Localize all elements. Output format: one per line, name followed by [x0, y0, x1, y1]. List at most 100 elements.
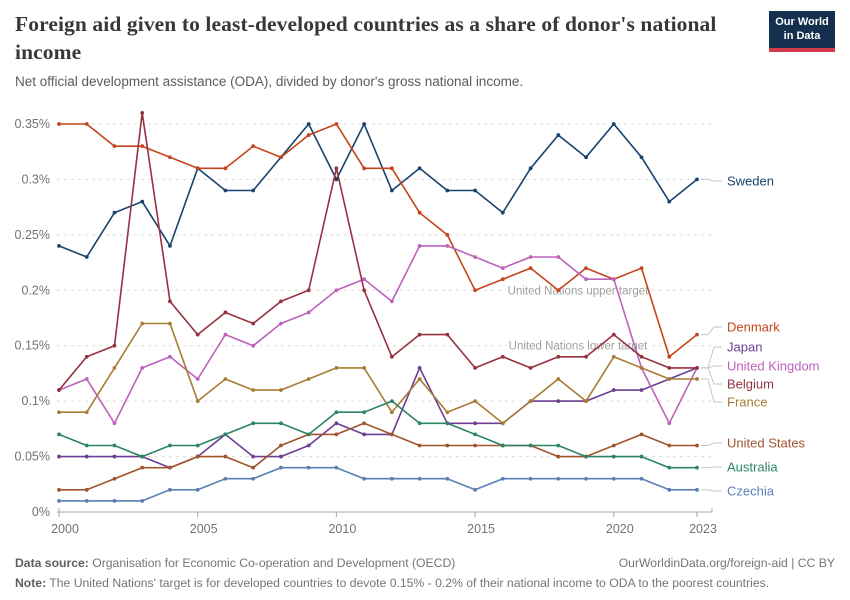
- data-point: [57, 487, 61, 492]
- data-point: [500, 277, 505, 282]
- series-united-states: United States: [57, 421, 806, 492]
- data-point: [584, 155, 588, 160]
- legend-label-belgium[interactable]: Belgium: [727, 377, 774, 392]
- data-point: [168, 443, 172, 448]
- series-line-belgium[interactable]: [58, 112, 698, 391]
- data-point: [584, 399, 588, 404]
- data-point: [445, 244, 450, 248]
- data-point: [251, 476, 256, 481]
- series-line-united-kingdom[interactable]: [58, 245, 698, 425]
- data-point: [168, 465, 172, 470]
- legend-connector: [701, 326, 722, 336]
- series-line-australia[interactable]: [58, 400, 698, 469]
- series-sweden: Sweden: [57, 122, 774, 259]
- series-belgium: Belgium: [57, 111, 774, 392]
- data-point: [84, 499, 89, 503]
- legend-connector: [701, 367, 722, 385]
- data-point: [195, 166, 200, 171]
- data-point: [362, 476, 367, 481]
- x-tick-label: 2000: [51, 522, 79, 536]
- owid-url-link[interactable]: OurWorldinData.org/foreign-aid | CC BY: [618, 556, 835, 570]
- series-line-sweden[interactable]: [58, 123, 698, 258]
- series-line-united-states[interactable]: [58, 422, 698, 491]
- data-point: [84, 443, 89, 448]
- data-point: [84, 454, 89, 459]
- data-point: [334, 288, 339, 293]
- chart-footer: Data source: Organisation for Economic C…: [15, 556, 835, 590]
- data-point: [251, 465, 256, 470]
- data-point: [639, 155, 644, 160]
- data-point: [695, 365, 699, 370]
- series-united-kingdom: United Kingdom: [57, 244, 820, 426]
- data-point: [362, 166, 367, 171]
- data-point: [611, 332, 616, 337]
- data-point: [556, 454, 561, 459]
- data-point: [584, 277, 588, 282]
- series-line-denmark[interactable]: [58, 123, 698, 358]
- legend-label-czechia[interactable]: Czechia: [727, 484, 775, 499]
- legend-label-australia[interactable]: Australia: [727, 460, 778, 475]
- owid-logo: Our World in Data: [769, 11, 835, 52]
- data-point: [251, 421, 256, 426]
- data-point: [584, 454, 588, 459]
- data-point: [84, 255, 89, 259]
- data-point: [500, 443, 505, 448]
- legend-label-sweden[interactable]: Sweden: [727, 174, 774, 189]
- legend-connector: [701, 489, 722, 492]
- data-point: [417, 332, 422, 337]
- series-line-japan[interactable]: [58, 367, 698, 469]
- data-point: [556, 354, 561, 359]
- data-point: [528, 476, 533, 481]
- data-point: [528, 365, 533, 370]
- y-tick-label: 0.2%: [22, 283, 51, 297]
- data-point: [389, 399, 394, 404]
- data-point: [57, 499, 61, 503]
- data-point: [168, 155, 172, 160]
- data-point: [417, 377, 422, 381]
- data-point: [417, 476, 422, 481]
- data-point: [528, 166, 533, 171]
- chart-header: Foreign aid given to least-developed cou…: [15, 10, 835, 89]
- data-point: [556, 443, 561, 448]
- series-line-czechia[interactable]: [58, 466, 698, 502]
- data-point: [140, 465, 145, 470]
- data-point: [140, 321, 145, 326]
- data-point: [639, 454, 644, 459]
- data-point: [279, 299, 283, 304]
- data-point: [556, 288, 561, 293]
- data-point: [251, 144, 256, 149]
- data-point: [611, 388, 616, 392]
- data-point: [168, 487, 172, 492]
- legend-label-japan[interactable]: Japan: [727, 340, 762, 355]
- data-point: [556, 255, 561, 259]
- data-point: [695, 377, 699, 381]
- y-tick-label: 0.25%: [15, 228, 50, 242]
- data-point: [306, 443, 311, 448]
- series-line-france[interactable]: [58, 322, 698, 425]
- legend-label-denmark[interactable]: Denmark: [727, 320, 780, 335]
- data-point: [251, 454, 256, 459]
- legend-label-france[interactable]: France: [727, 395, 767, 410]
- data-point: [389, 410, 394, 415]
- legend-label-united-states[interactable]: United States: [727, 436, 806, 451]
- data-point: [334, 421, 339, 426]
- data-point: [445, 443, 450, 448]
- data-point: [639, 476, 644, 481]
- y-tick-label: 0.1%: [22, 394, 51, 408]
- data-point: [112, 144, 117, 149]
- legend-label-united-kingdom[interactable]: United Kingdom: [727, 359, 820, 374]
- data-point: [611, 443, 616, 448]
- data-point: [611, 354, 616, 359]
- data-point: [334, 410, 339, 415]
- data-point: [473, 288, 477, 293]
- data-point: [389, 432, 394, 437]
- data-point: [639, 432, 644, 437]
- data-point: [195, 443, 200, 448]
- data-point: [112, 343, 117, 348]
- data-point: [223, 166, 228, 171]
- data-point: [223, 310, 228, 315]
- data-point: [584, 476, 588, 481]
- legend-connector: [701, 178, 722, 182]
- legend-connector: [701, 346, 722, 369]
- data-point: [223, 377, 228, 381]
